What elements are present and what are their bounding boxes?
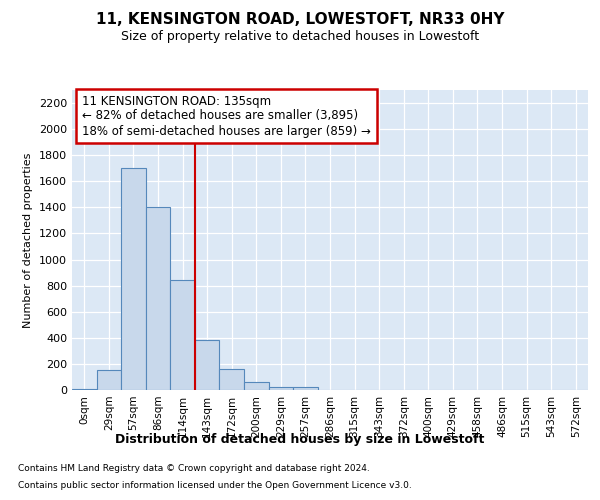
Text: Distribution of detached houses by size in Lowestoft: Distribution of detached houses by size …: [115, 432, 485, 446]
Bar: [269, 386, 293, 390]
Text: Contains HM Land Registry data © Crown copyright and database right 2024.: Contains HM Land Registry data © Crown c…: [18, 464, 370, 473]
Bar: [170, 280, 195, 390]
Bar: [97, 370, 121, 390]
Bar: [244, 382, 269, 390]
Text: 11 KENSINGTON ROAD: 135sqm
← 82% of detached houses are smaller (3,895)
18% of s: 11 KENSINGTON ROAD: 135sqm ← 82% of deta…: [82, 94, 371, 138]
Text: Contains public sector information licensed under the Open Government Licence v3: Contains public sector information licen…: [18, 481, 412, 490]
Bar: [293, 386, 318, 390]
Bar: [146, 208, 170, 390]
Bar: [72, 388, 97, 390]
Bar: [121, 168, 146, 390]
Bar: [220, 369, 244, 390]
Bar: [195, 340, 220, 390]
Text: 11, KENSINGTON ROAD, LOWESTOFT, NR33 0HY: 11, KENSINGTON ROAD, LOWESTOFT, NR33 0HY: [96, 12, 504, 28]
Y-axis label: Number of detached properties: Number of detached properties: [23, 152, 34, 328]
Text: Size of property relative to detached houses in Lowestoft: Size of property relative to detached ho…: [121, 30, 479, 43]
